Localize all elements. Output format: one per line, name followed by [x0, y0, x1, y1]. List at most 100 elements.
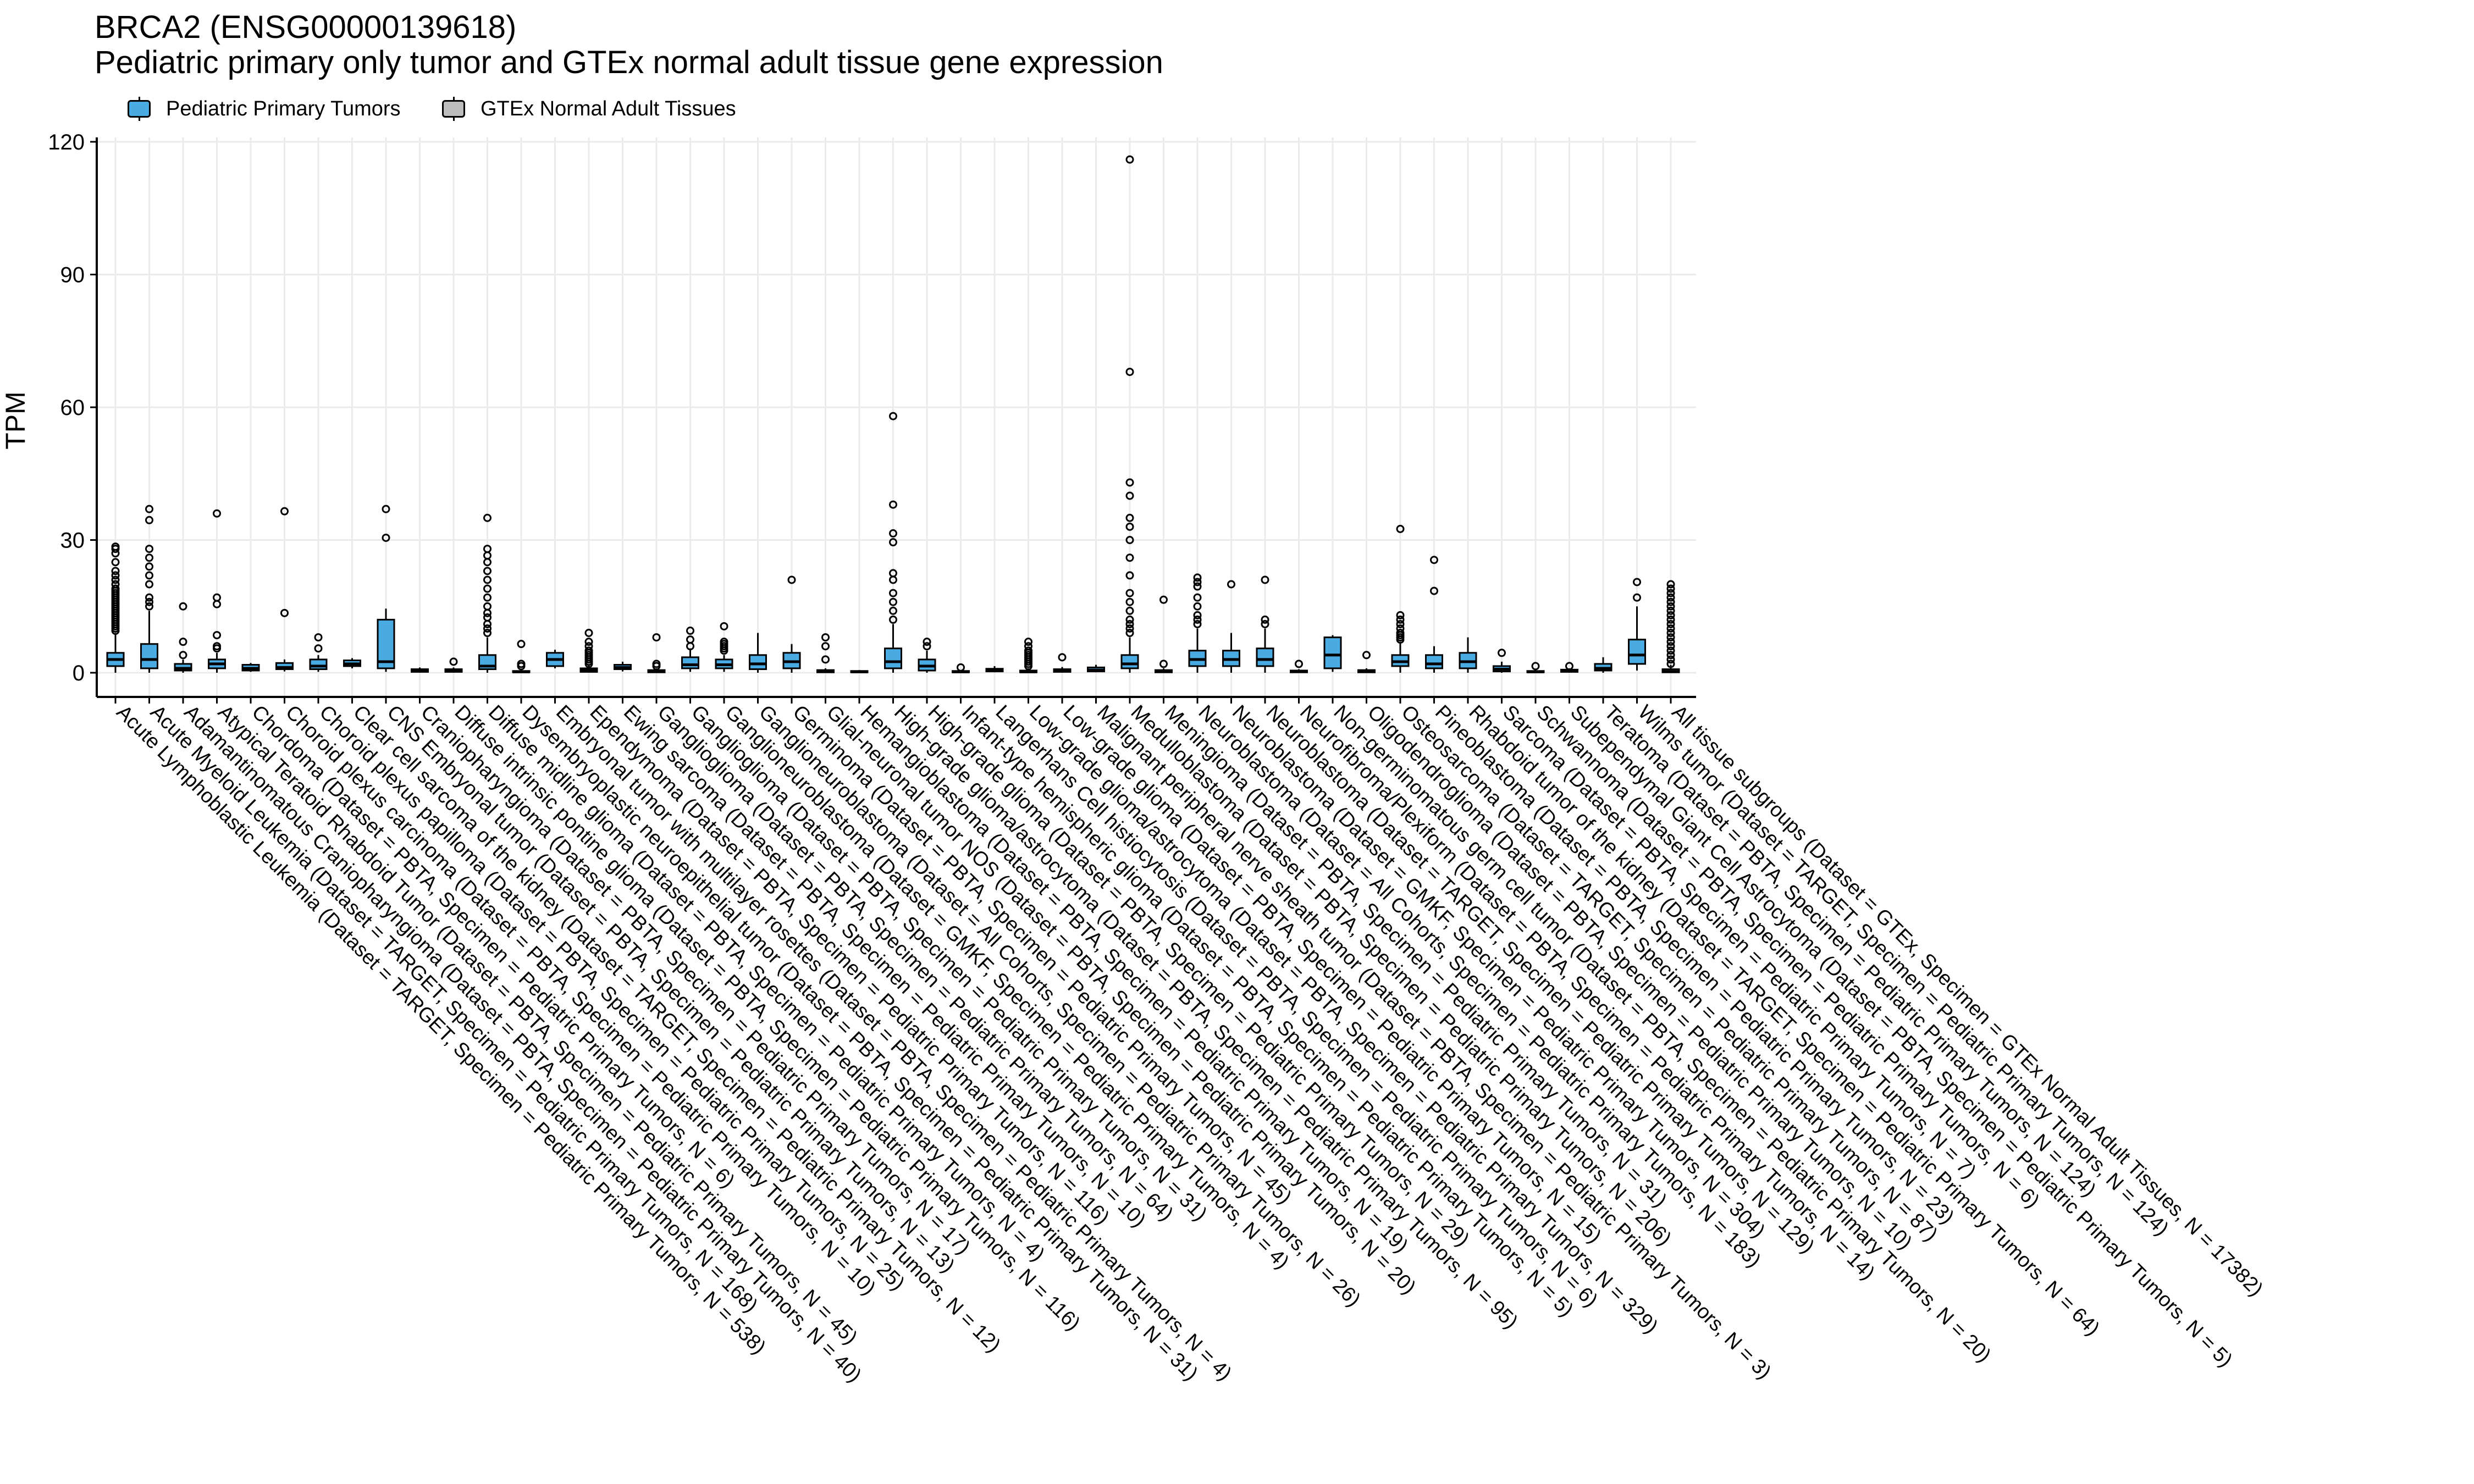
box-tumor-36 [1323, 635, 1342, 672]
box-tumor-26 [985, 666, 1004, 673]
y-tick-label: 60 [60, 396, 85, 420]
outlier-point [145, 505, 153, 513]
box-tumor-14 [579, 629, 598, 673]
outlier-point [213, 642, 221, 651]
legend-label-gtex: GTEx Normal Adult Tissues [481, 97, 736, 120]
outlier-point [145, 553, 153, 562]
box-tumor-30 [1120, 155, 1139, 673]
outlier-point [1396, 629, 1405, 638]
outlier-point [584, 638, 593, 646]
box-body [1120, 654, 1139, 669]
box-tumor-1 [140, 505, 158, 673]
outlier-point [483, 567, 492, 575]
outlier-point [1125, 553, 1134, 562]
box-body [1256, 647, 1274, 667]
y-axis-label: TPM [0, 391, 31, 450]
outlier-point [382, 505, 390, 513]
outlier-point [483, 629, 492, 638]
outlier-point [483, 584, 492, 593]
outlier-point [1193, 615, 1202, 624]
box-gtex-46 [1661, 580, 1680, 673]
box-tumor-16 [647, 633, 666, 673]
outlier-point [1666, 651, 1675, 660]
legend-item-gtex: GTEx Normal Adult Tissues [440, 93, 736, 124]
outlier-point [145, 545, 153, 553]
box-tumor-31 [1155, 595, 1173, 673]
outlier-point [1430, 556, 1438, 564]
outlier-point [1666, 633, 1675, 642]
outlier-point [111, 580, 120, 589]
outlier-point [1531, 662, 1540, 671]
outlier-point [382, 533, 390, 542]
outlier-point [1666, 660, 1675, 668]
box-tumor-27 [1019, 638, 1037, 673]
outlier-point [1295, 660, 1303, 668]
outlier-point [314, 644, 323, 653]
box-tumor-3 [208, 509, 226, 673]
outlier-point [1125, 615, 1134, 624]
outlier-point [145, 516, 153, 524]
box-tumor-39 [1425, 556, 1443, 673]
outlier-point [1125, 571, 1134, 580]
outlier-point [517, 660, 526, 668]
outlier-point [821, 633, 830, 642]
outlier-point [584, 642, 593, 651]
outlier-point [1666, 597, 1675, 606]
outlier-point [1666, 589, 1675, 597]
box-tumor-15 [614, 661, 632, 672]
box-tumor-10 [444, 657, 463, 673]
box-tumor-7 [343, 658, 361, 668]
outlier-point [1666, 624, 1675, 633]
outlier-point [889, 589, 897, 597]
outlier-point [1024, 642, 1032, 651]
outlier-point [483, 602, 492, 611]
outlier-point [483, 575, 492, 584]
box-tumor-17 [681, 627, 699, 672]
outlier-point [145, 597, 153, 606]
box-series [106, 155, 1680, 673]
outlier-point [1498, 649, 1506, 657]
outlier-point [584, 629, 593, 638]
box-tumor-42 [1526, 662, 1545, 673]
box-tumor-41 [1493, 649, 1511, 673]
box-tumor-13 [546, 650, 564, 668]
outlier-point [483, 613, 492, 622]
outlier-point [145, 602, 153, 611]
outlier-point [889, 538, 897, 547]
outlier-point [1193, 578, 1202, 586]
outlier-point [923, 642, 931, 651]
outlier-point [889, 412, 897, 420]
outlier-point [145, 571, 153, 580]
outlier-point [1193, 602, 1202, 611]
outlier-point [1125, 522, 1134, 531]
outlier-point [584, 646, 593, 655]
outlier-point [1396, 615, 1405, 624]
outlier-point [1125, 624, 1134, 633]
outlier-point [889, 529, 897, 538]
outlier-point [145, 562, 153, 571]
outlier-point [821, 642, 830, 651]
box-tumor-19 [749, 633, 767, 673]
outlier-point [1666, 642, 1675, 651]
box-tumor-11 [478, 513, 496, 673]
outlier-point [1125, 589, 1134, 597]
outlier-point [1396, 624, 1405, 633]
outlier-point [686, 635, 694, 644]
box-tumor-45 [1628, 578, 1646, 671]
outlier-point [1193, 573, 1202, 582]
outlier-point [449, 657, 458, 666]
legend-item-tumor: Pediatric Primary Tumors [125, 93, 401, 124]
outlier-point [1666, 611, 1675, 619]
box-tumor-18 [715, 622, 733, 672]
outlier-point [1633, 578, 1641, 586]
outlier-point [1633, 593, 1641, 602]
outlier-point [720, 638, 728, 646]
outlier-point [145, 593, 153, 602]
box-tumor-21 [816, 633, 835, 673]
outlier-point [1125, 368, 1134, 376]
box-tumor-24 [918, 638, 936, 673]
outlier-point [1125, 478, 1134, 487]
outlier-point [720, 622, 728, 630]
box-tumor-33 [1222, 580, 1240, 673]
